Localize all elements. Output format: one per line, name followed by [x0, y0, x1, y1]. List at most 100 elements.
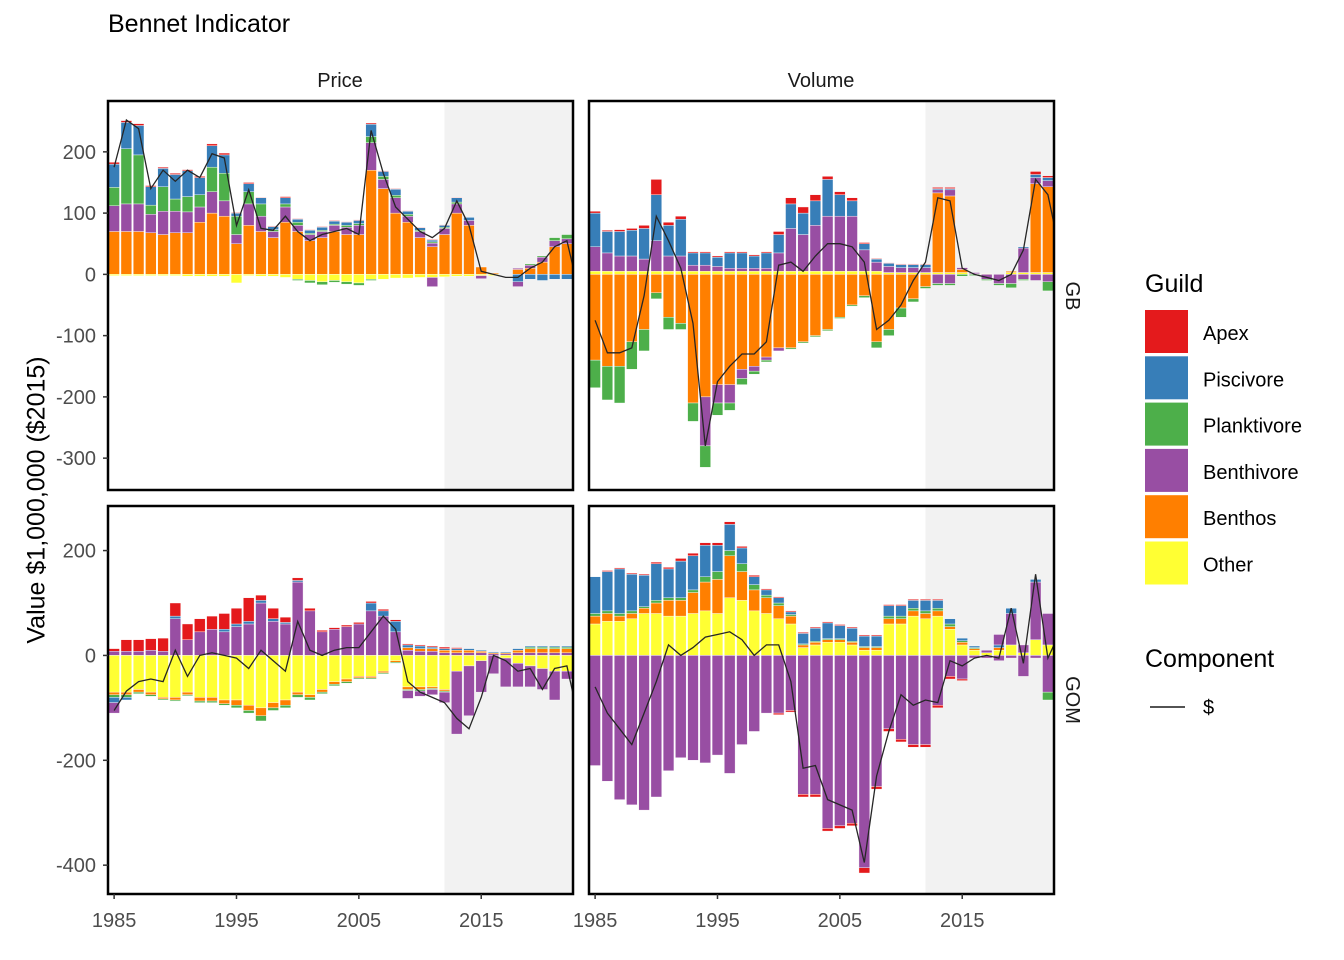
bar-segment-benthos-2004 [822, 639, 834, 643]
bar-segment-benthivore-2015 [475, 660, 487, 693]
legend: Guild Apex Piscivore Planktivore Benthivore… [1145, 270, 1302, 719]
bar-segment-planktivore-2022 [1042, 281, 1054, 292]
y-tick-label: 100 [63, 203, 96, 225]
bar-segment-piscivore-2005 [834, 194, 846, 217]
bar-segment-planktivore-1986 [601, 366, 613, 401]
bar-segment-benthos-2012 [919, 274, 932, 287]
bar-segment-benthivore-2023 [574, 653, 585, 656]
bar-segment-piscivore-2010 [414, 645, 426, 649]
bar-segment-benthivore-2015 [956, 655, 968, 680]
bar-segment-planktivore-1988 [626, 341, 638, 370]
bar-segment-piscivore-1997 [736, 252, 748, 269]
bar-segment-apex-2006 [365, 601, 377, 604]
bar-segment-benthivore-1999 [279, 623, 292, 656]
bar-segment-other-2008 [389, 655, 402, 661]
bar-segment-other-1985 [108, 274, 120, 276]
bar-segment-benthos-1999 [279, 699, 292, 706]
bar-segment-piscivore-2021 [549, 645, 561, 648]
bar-segment-planktivore-2004 [341, 681, 353, 684]
bar-segment-other-2006 [365, 655, 377, 677]
bar-segment-apex-2008 [389, 188, 402, 190]
bar-segment-benthos-2022 [561, 648, 573, 654]
bar-segment-other-2003 [809, 644, 821, 656]
bar-segment-other-2006 [846, 271, 858, 275]
bar-segment-benthivore-2010 [414, 231, 426, 238]
bar-segment-piscivore-1997 [736, 547, 748, 564]
bar-segment-benthos-2012 [438, 689, 451, 692]
bar-segment-other-1995 [711, 271, 724, 275]
bar-segment-benthivore-2017 [500, 657, 512, 688]
bar-segment-piscivore-1985 [589, 576, 601, 614]
bar-segment-benthivore-2018 [512, 281, 524, 287]
bar-segment-benthivore-1998 [267, 621, 279, 656]
bar-segment-other-2013 [451, 274, 463, 277]
bar-segment-benthos-2001 [304, 694, 316, 698]
bar-segment-piscivore-1999 [760, 589, 773, 596]
bar-segment-piscivore-2012 [438, 648, 451, 651]
bar-segment-benthos-2019 [524, 648, 536, 654]
bar-segment-planktivore-2015 [956, 640, 968, 643]
bar-segment-other-1992 [675, 271, 687, 275]
bar-segment-apex-1985 [108, 648, 120, 652]
bar-segment-benthivore-2010 [414, 651, 426, 656]
bar-segment-piscivore-2009 [883, 263, 895, 267]
bar-segment-other-2004 [341, 274, 353, 282]
bar-segment-apex-1995 [711, 542, 724, 546]
bar-segment-other-2002 [316, 274, 328, 282]
bar-segment-benthos-2008 [870, 647, 883, 651]
legend-label-piscivore: Piscivore [1203, 369, 1284, 391]
bar-segment-planktivore-1986 [120, 148, 132, 205]
bar-segment-benthivore-2000 [292, 581, 304, 656]
legend-label-component: $ [1203, 697, 1214, 719]
bar-segment-apex-1990 [650, 179, 662, 195]
bar-segment-benthos-2010 [414, 648, 426, 652]
bar-segment-other-1990 [169, 655, 181, 698]
y-tick-label: -400 [56, 855, 96, 877]
bar-segment-piscivore-1995 [711, 545, 724, 572]
bar-segment-piscivore-2006 [846, 200, 858, 217]
bar-segment-apex-2004 [822, 621, 834, 624]
bar-segment-benthos-2002 [797, 274, 809, 342]
bar-segment-piscivore-1997 [255, 197, 267, 205]
bar-segment-benthos-2008 [389, 660, 402, 663]
bar-segment-benthos-2000 [773, 605, 785, 619]
bar-segment-planktivore-2000 [292, 694, 304, 698]
bar-segment-benthivore-2019 [1005, 655, 1017, 659]
bar-segment-benthos-1989 [157, 697, 169, 700]
bar-segment-benthivore-1995 [230, 234, 243, 244]
bar-segment-apex-2000 [292, 218, 304, 220]
panel-gom-volume: 1985 1995 2005 2015 [573, 504, 1056, 932]
bar-segment-piscivore-1995 [711, 257, 724, 267]
bar-segment-apex-2003 [809, 194, 821, 202]
bar-segment-other-2001 [304, 274, 316, 281]
bar-segment-benthivore-1992 [194, 631, 206, 656]
bar-segment-benthos-1989 [638, 608, 650, 614]
bar-segment-other-1986 [120, 655, 132, 693]
bar-segment-apex-2000 [292, 577, 304, 581]
bar-segment-benthivore-2005 [834, 655, 846, 827]
bar-segment-piscivore-1987 [614, 231, 626, 257]
bar-segment-other-2006 [846, 644, 858, 656]
bar-segment-piscivore-1986 [601, 571, 613, 612]
bar-segment-benthos-1985 [108, 691, 120, 695]
bar-segment-apex-1994 [699, 251, 711, 254]
bar-segment-apex-1988 [626, 572, 638, 575]
bar-segment-other-2004 [822, 642, 834, 656]
bar-segment-piscivore-1985 [108, 163, 120, 188]
bar-segment-piscivore-2022 [561, 274, 573, 280]
bar-segment-planktivore-1992 [194, 194, 206, 208]
bar-segment-other-1990 [650, 613, 662, 656]
bar-segment-benthivore-1988 [626, 255, 638, 272]
bar-segment-apex-1987 [614, 567, 626, 570]
bar-segment-other-1991 [662, 615, 675, 656]
x-tick-label: 1985 [92, 910, 137, 932]
bar-segment-benthos-2003 [809, 274, 821, 336]
bar-segment-planktivore-1986 [601, 610, 613, 614]
bar-segment-planktivore-1998 [267, 707, 279, 711]
bar-segment-other-1997 [255, 655, 267, 709]
bar-segment-planktivore-1990 [169, 699, 181, 702]
bar-segment-benthos-2009 [402, 647, 414, 651]
bar-segment-apex-1992 [675, 558, 687, 562]
bar-segment-benthos-1985 [108, 231, 120, 275]
bar-segment-apex-2008 [389, 619, 402, 622]
